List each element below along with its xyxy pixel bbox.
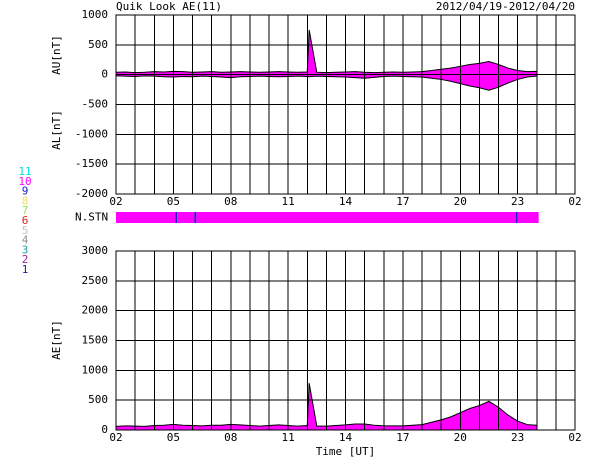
station-level: 1 xyxy=(22,263,29,276)
x-tick-label: 17 xyxy=(396,195,409,208)
y-tick-label: -500 xyxy=(82,98,109,111)
x-tick-label: 20 xyxy=(454,195,467,208)
x-tick-label: 02 xyxy=(568,431,581,444)
station-segment xyxy=(515,212,518,223)
station-segment xyxy=(175,212,178,223)
x-tick-label: 20 xyxy=(454,431,467,444)
y-tick-label: 0 xyxy=(101,423,108,436)
x-tick-label: 11 xyxy=(282,431,295,444)
y-tick-label: 3000 xyxy=(82,244,109,257)
station-segment xyxy=(196,212,516,223)
chart-title: Quik Look AE(11) xyxy=(116,0,222,13)
area-fill xyxy=(116,383,537,430)
area-outline xyxy=(115,75,537,91)
y-axis-label: AL[nT] xyxy=(50,110,63,150)
x-tick-label: 11 xyxy=(282,195,295,208)
x-tick-label: 05 xyxy=(167,431,180,444)
x-tick-label: 14 xyxy=(339,195,353,208)
area-outline xyxy=(115,383,537,427)
x-tick-label: 02 xyxy=(109,431,122,444)
station-level: 7 xyxy=(22,204,29,217)
x-tick-label: 02 xyxy=(568,195,581,208)
station-level: 8 xyxy=(22,194,29,207)
y-axis-label: AE[nT] xyxy=(50,320,63,360)
plot-frame xyxy=(115,250,576,431)
x-tick-label: 17 xyxy=(396,431,409,444)
y-tick-label: 2500 xyxy=(82,274,109,287)
area-fill xyxy=(116,29,537,75)
y-tick-label: 2000 xyxy=(82,304,109,317)
y-tick-label: 1500 xyxy=(82,334,109,347)
station-segment xyxy=(517,212,539,223)
y-tick-label: 0 xyxy=(101,68,108,81)
y-tick-label: -1500 xyxy=(75,157,108,170)
station-level: 4 xyxy=(22,234,29,247)
station-level: 2 xyxy=(22,253,29,266)
station-level: 6 xyxy=(22,214,29,227)
date-range: 2012/04/19-2012/04/20 xyxy=(436,0,575,13)
x-tick-label: 23 xyxy=(511,195,524,208)
station-segment xyxy=(194,212,197,223)
plot-frame xyxy=(115,14,576,195)
y-axis-label: AU[nT] xyxy=(50,35,63,75)
area-outline xyxy=(115,29,537,74)
x-tick-label: 08 xyxy=(224,431,237,444)
station-level: 3 xyxy=(22,243,29,256)
station-level: 11 xyxy=(18,165,31,178)
y-tick-label: 1000 xyxy=(82,363,109,376)
station-label: N.STN xyxy=(75,211,108,224)
y-tick-label: 500 xyxy=(88,38,108,51)
y-tick-label: 500 xyxy=(88,393,108,406)
x-tick-label: 14 xyxy=(339,431,353,444)
station-level: 10 xyxy=(18,175,31,188)
station-segment xyxy=(177,212,195,223)
x-tick-label: 08 xyxy=(224,195,237,208)
x-tick-label: 23 xyxy=(511,431,524,444)
x-axis-label: Time [UT] xyxy=(316,445,376,458)
x-tick-label: 02 xyxy=(109,195,122,208)
y-tick-label: -1000 xyxy=(75,127,108,140)
x-tick-label: 05 xyxy=(167,195,180,208)
station-level: 5 xyxy=(22,224,29,237)
station-segment xyxy=(116,212,176,223)
y-tick-label: -2000 xyxy=(75,187,108,200)
station-level: 9 xyxy=(22,185,29,198)
y-tick-label: 1000 xyxy=(82,8,109,21)
